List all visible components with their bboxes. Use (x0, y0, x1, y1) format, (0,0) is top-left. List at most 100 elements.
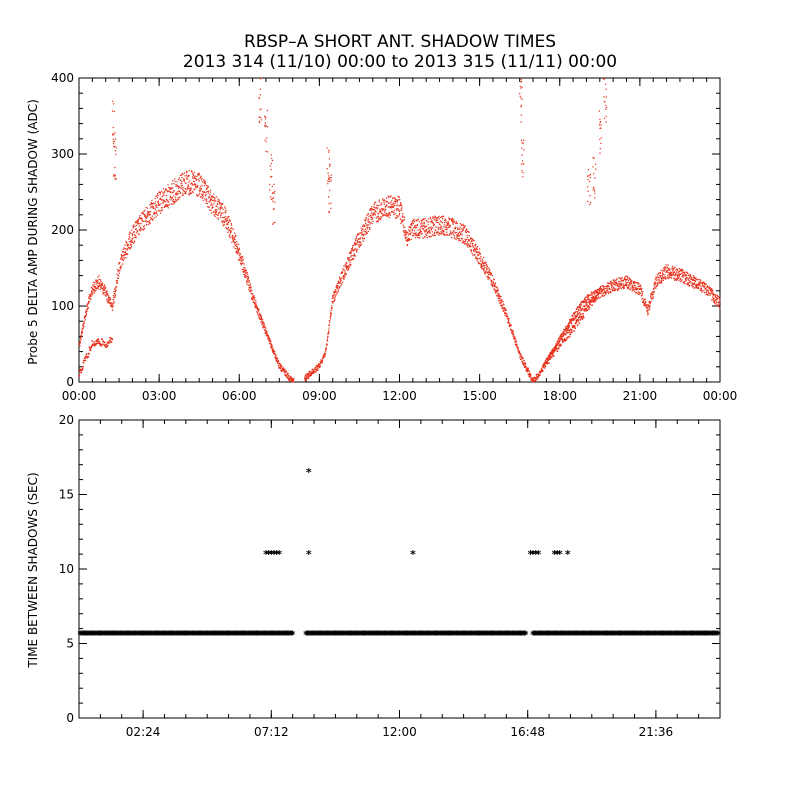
data-point (230, 224, 233, 226)
data-point (114, 294, 117, 296)
data-point (700, 279, 702, 282)
asterisk-point: * (159, 629, 165, 642)
data-point (520, 121, 522, 123)
data-point (315, 366, 317, 368)
data-point (642, 297, 644, 299)
asterisk-point: * (168, 629, 174, 642)
data-point (412, 235, 415, 237)
data-point (329, 189, 331, 192)
data-point (134, 241, 136, 243)
data-point (122, 263, 124, 265)
data-point (426, 228, 428, 230)
data-point (626, 284, 628, 286)
data-point (364, 231, 366, 233)
data-point (676, 269, 679, 272)
data-point (629, 288, 632, 290)
y-tick-label: 400 (51, 71, 74, 85)
data-point (707, 289, 709, 291)
data-point (480, 266, 483, 269)
asterisk-point: * (384, 629, 390, 642)
data-point (543, 367, 546, 369)
data-point (713, 297, 715, 299)
data-point (425, 230, 427, 232)
data-point (402, 213, 404, 215)
data-point (558, 341, 561, 343)
data-point (593, 297, 596, 300)
data-point (211, 207, 213, 209)
data-point (342, 281, 344, 283)
asterisk-point: * (315, 629, 321, 642)
data-point (439, 226, 442, 229)
data-point (130, 247, 132, 249)
data-point (95, 279, 97, 281)
data-point (326, 343, 328, 345)
asterisk-point: * (284, 629, 290, 642)
data-point (371, 214, 373, 216)
data-point (154, 198, 156, 200)
data-point (424, 217, 426, 220)
data-point (168, 190, 171, 193)
data-point (646, 303, 648, 306)
data-point (665, 278, 667, 280)
data-point (88, 346, 91, 348)
asterisk-point: * (239, 629, 245, 642)
data-point (600, 142, 602, 145)
data-point (479, 258, 482, 260)
data-point (565, 338, 568, 341)
data-point (102, 292, 105, 294)
asterisk-point: * (314, 629, 320, 642)
data-point (408, 238, 411, 241)
data-point (85, 311, 87, 314)
data-point (647, 313, 649, 315)
data-point (709, 287, 711, 289)
data-point (380, 216, 383, 218)
data-point (355, 242, 357, 245)
data-point (578, 315, 581, 317)
data-point (340, 285, 342, 287)
data-point (521, 98, 523, 101)
data-point (217, 200, 219, 202)
data-point (476, 251, 479, 253)
data-point (271, 346, 273, 349)
data-point (87, 307, 90, 309)
data-point (664, 266, 666, 268)
data-point (536, 378, 538, 381)
top-scatter-plot: 00:00 03:00 06:00 09:00 12:00 15:00 18:00 21:00… (26, 71, 737, 403)
data-point (625, 278, 627, 281)
asterisk-point: * (242, 629, 248, 642)
asterisk-point: * (269, 629, 275, 642)
asterisk-point: * (97, 629, 103, 642)
data-point (277, 364, 280, 367)
data-point (213, 214, 216, 216)
data-point (606, 287, 608, 289)
asterisk-point: * (344, 629, 350, 642)
data-point (140, 228, 143, 230)
data-point (691, 277, 693, 279)
data-point (527, 368, 529, 370)
data-point (369, 209, 371, 211)
data-point (163, 191, 166, 193)
asterisk-point: * (89, 629, 95, 642)
data-point (681, 279, 683, 281)
asterisk-point: * (319, 629, 325, 642)
data-point (589, 303, 591, 306)
asterisk-point: * (213, 629, 219, 642)
data-point (385, 197, 388, 199)
data-point (365, 222, 367, 225)
asterisk-point: * (338, 629, 344, 642)
data-point (112, 100, 114, 103)
data-point (491, 274, 493, 277)
data-point (137, 220, 139, 223)
asterisk-point: * (282, 629, 288, 642)
data-point (343, 265, 345, 267)
data-point (225, 220, 227, 222)
data-point (456, 231, 458, 234)
data-point (615, 288, 617, 290)
data-point (245, 276, 247, 278)
data-point (341, 283, 343, 285)
data-point (719, 300, 721, 303)
data-point (360, 243, 362, 245)
asterisk-point: * (82, 629, 88, 642)
data-point (568, 326, 570, 328)
asterisk-point: * (243, 629, 249, 642)
